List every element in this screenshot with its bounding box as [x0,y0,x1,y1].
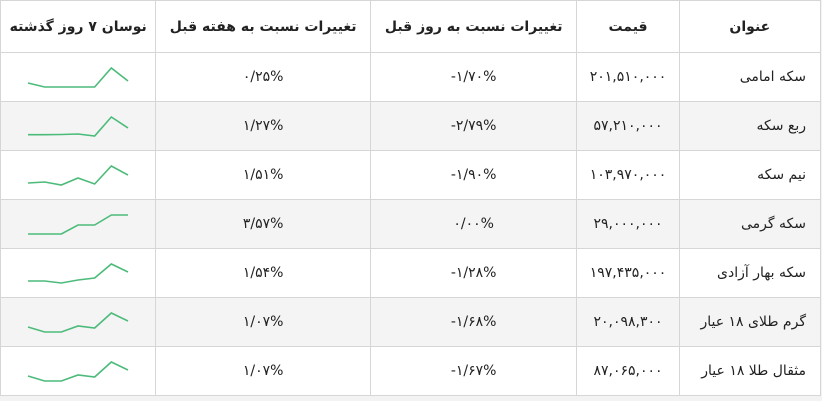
week-change-cell: ۱/۵۱% [155,150,371,200]
price-cell: ۲۰,۰۹۸,۳۰۰ [576,297,680,347]
day-change-cell: -۱/۷۰% [369,52,578,102]
table-row: سکه امامی ۲۰۱,۵۱۰,۰۰۰ -۱/۷۰% ۰/۲۵% [0,52,822,102]
week-change-cell: ۱/۵۴% [155,248,371,298]
header-price: قیمت [576,0,680,53]
header-week-change: تغییرات نسبت به هفته قبل [155,0,371,53]
price-cell: ۱۰۳,۹۷۰,۰۰۰ [576,150,680,200]
trend-cell [0,150,157,200]
title-cell: نیم سکه [678,150,822,200]
sparkline-chart [28,115,129,137]
sparkline-chart [28,214,129,235]
table-row: ربع سکه ۵۷,۲۱۰,۰۰۰ -۲/۷۹% ۱/۲۷% [0,101,822,151]
day-change-cell: -۱/۹۰% [369,150,578,200]
day-change-cell: ۰/۰۰% [369,199,578,249]
price-cell: ۸۷,۰۶۵,۰۰۰ [576,346,680,396]
title-cell: ربع سکه [678,101,822,151]
week-change-cell: ۱/۰۷% [155,297,371,347]
header-day-change: تغییرات نسبت به روز قبل [369,0,578,53]
week-change-cell: ۱/۰۷% [155,346,371,396]
title-cell: سکه گرمی [678,199,822,249]
day-change-cell: -۱/۶۸% [369,297,578,347]
table-row: نیم سکه ۱۰۳,۹۷۰,۰۰۰ -۱/۹۰% ۱/۵۱% [0,150,822,200]
sparkline-line [27,312,129,333]
price-cell: ۵۷,۲۱۰,۰۰۰ [576,101,680,151]
sparkline-chart [28,263,129,284]
table-row: مثقال طلا ۱۸ عیار ۸۷,۰۶۵,۰۰۰ -۱/۶۷% ۱/۰۷% [0,346,822,396]
sparkline-chart [27,361,129,382]
price-cell: ۱۹۷,۴۳۵,۰۰۰ [576,248,680,298]
day-change-cell: -۱/۲۸% [369,248,578,298]
header-title: عنوان [678,0,822,53]
trend-cell [0,199,157,249]
day-change-cell: -۱/۶۷% [369,346,578,396]
trend-cell [0,297,157,347]
week-change-cell: ۱/۲۷% [155,101,371,151]
week-change-cell: ۰/۲۵% [155,52,371,102]
sparkline-line [28,165,129,186]
sparkline-line [28,263,129,284]
trend-cell [0,101,157,151]
title-cell: سکه بهار آزادی [678,248,822,298]
table-header: عنوان قیمت تغییرات نسبت به روز قبل تغییر… [0,0,822,53]
price-cell: ۲۹,۰۰۰,۰۰۰ [576,199,680,249]
sparkline-chart [28,165,129,186]
title-cell: سکه امامی [678,52,822,102]
trend-cell [0,248,157,298]
table-row: گرم طلای ۱۸ عیار ۲۰,۰۹۸,۳۰۰ -۱/۶۸% ۱/۰۷% [0,297,822,347]
title-cell: مثقال طلا ۱۸ عیار [678,346,822,396]
sparkline-line [28,115,129,137]
sparkline-line [28,214,129,235]
sparkline-chart [27,312,129,333]
title-cell: گرم طلای ۱۸ عیار [678,297,822,347]
trend-cell [0,52,157,102]
trend-cell [0,346,157,396]
table-row: سکه گرمی ۲۹,۰۰۰,۰۰۰ ۰/۰۰% ۳/۵۷% [0,199,822,249]
header-trend: نوسان ۷ روز گذشته [0,0,157,53]
price-cell: ۲۰۱,۵۱۰,۰۰۰ [576,52,680,102]
sparkline-chart [28,66,129,88]
day-change-cell: -۲/۷۹% [369,101,578,151]
sparkline-line [28,66,129,88]
sparkline-line [27,361,129,382]
table-row: سکه بهار آزادی ۱۹۷,۴۳۵,۰۰۰ -۱/۲۸% ۱/۵۴% [0,248,822,298]
week-change-cell: ۳/۵۷% [155,199,371,249]
